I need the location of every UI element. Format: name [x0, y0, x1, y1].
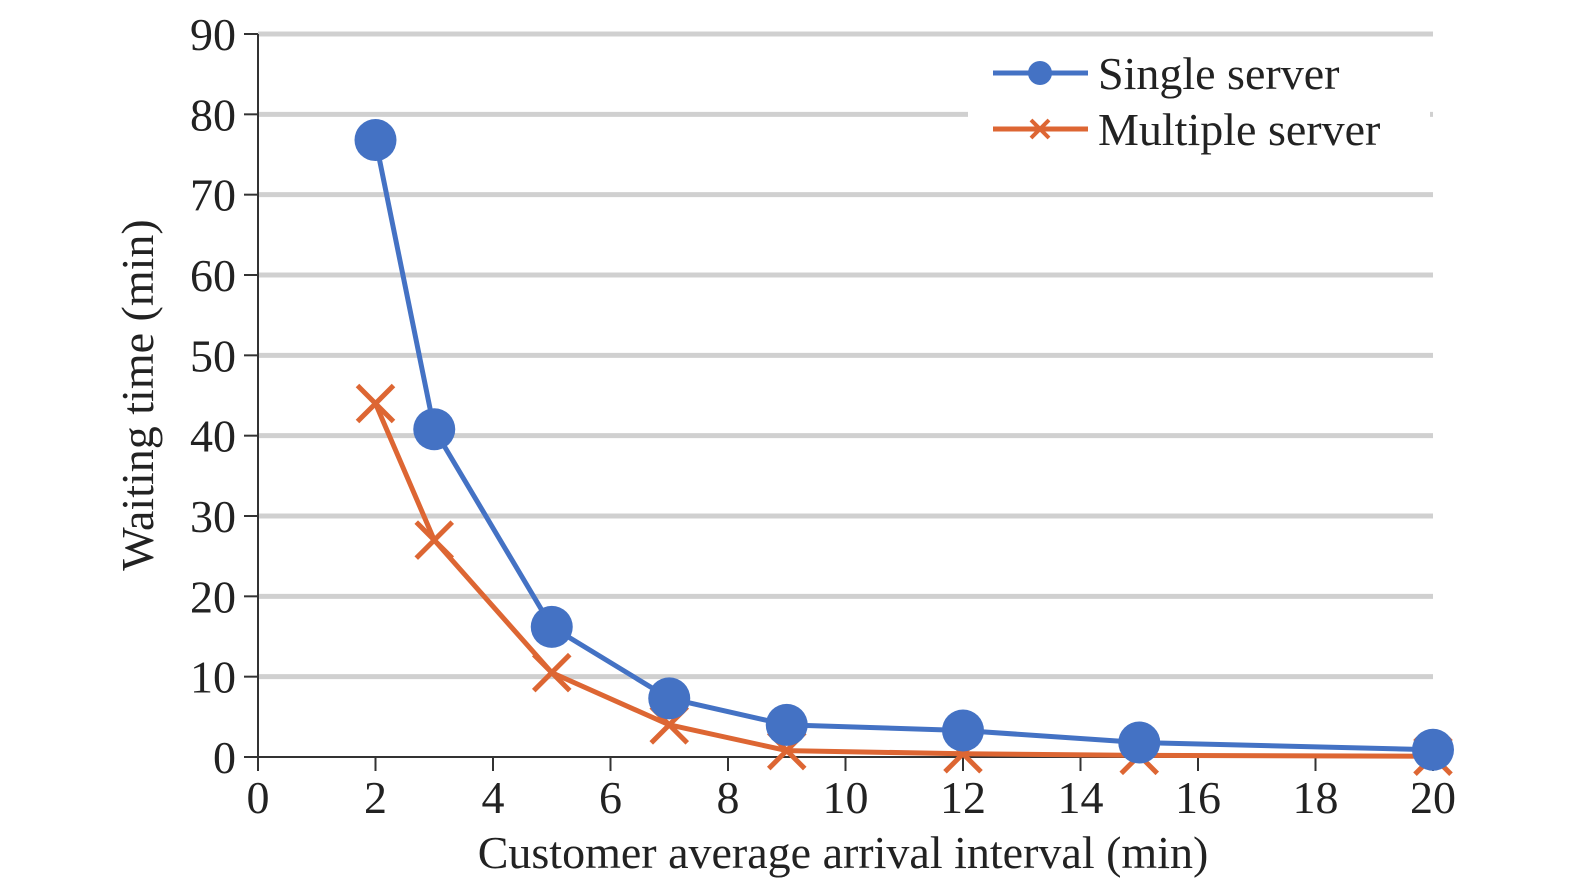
x-tick-label: 2 — [364, 772, 387, 823]
data-point-x — [414, 520, 455, 560]
y-tick-label: 70 — [190, 170, 236, 221]
data-point-x-stroke — [355, 383, 396, 424]
series-line — [373, 402, 1434, 759]
data-point-circle — [354, 119, 397, 162]
x-tick-label: 14 — [1058, 772, 1104, 823]
data-point-x-stroke — [414, 520, 455, 560]
data-point-x — [355, 383, 396, 424]
y-tick-label: 90 — [190, 9, 236, 60]
y-tick-label: 40 — [190, 411, 236, 462]
legend-label: Single server — [1098, 48, 1339, 99]
y-tick-label: 20 — [190, 571, 236, 622]
data-point-x-stroke — [531, 652, 572, 693]
x-tick-label: 18 — [1293, 772, 1339, 823]
data-point-circle — [530, 605, 573, 648]
y-axis-title: Waiting time (min) — [112, 219, 163, 570]
x-tick-label: 0 — [247, 772, 270, 823]
x-tick-label: 12 — [940, 772, 986, 823]
data-point-circle — [648, 677, 691, 720]
series — [354, 119, 1454, 776]
series-line — [373, 139, 1434, 753]
legend-marker-circle — [1028, 61, 1052, 85]
data-point-circle — [413, 408, 456, 451]
y-tick-label: 30 — [190, 491, 236, 542]
x-tick-label: 6 — [599, 772, 622, 823]
x-tick-label: 8 — [717, 772, 740, 823]
y-tick-label: 10 — [190, 652, 236, 703]
x-tick-label: 10 — [823, 772, 869, 823]
x-tick-label: 16 — [1175, 772, 1221, 823]
x-tick-label: 4 — [482, 772, 505, 823]
legend-marker-x — [1029, 118, 1051, 140]
y-tick-label: 80 — [190, 89, 236, 140]
x-tick-label: 20 — [1410, 772, 1456, 823]
y-tick-label: 50 — [190, 330, 236, 381]
axes: 0 10 20 30 40 50 60 70 80 90 0 2 4 6 8 10 12 14 16 18 20 — [190, 9, 1456, 823]
x-axis-title: Customer average arrival interval (min) — [478, 827, 1209, 878]
data-point-x — [531, 652, 572, 693]
data-point-circle — [765, 703, 808, 746]
data-point-circle — [1412, 728, 1454, 771]
legend-label: Multiple server — [1098, 104, 1380, 155]
data-point-circle — [942, 709, 984, 752]
data-point-circle — [1118, 721, 1161, 764]
y-tick-label: 60 — [190, 250, 236, 301]
y-tick-label: 0 — [213, 732, 236, 783]
